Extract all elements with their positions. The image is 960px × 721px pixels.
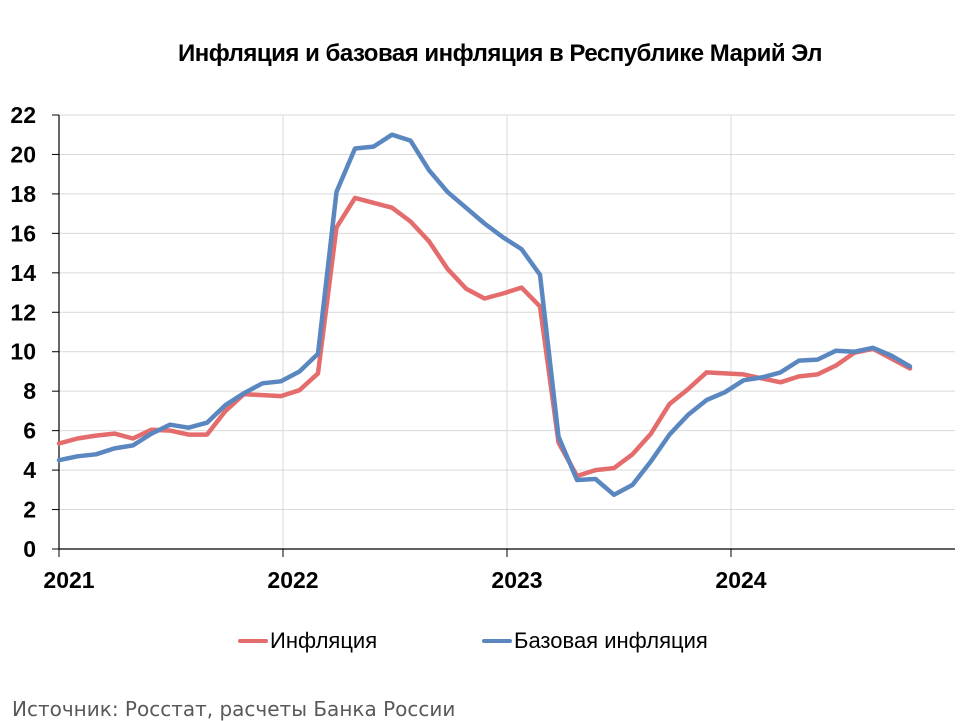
y-tick-label: 8 xyxy=(23,378,36,404)
y-axis-ticks: 0 2 4 6 8 10 12 14 16 18 20 22 xyxy=(10,102,36,562)
y-tick-label: 0 xyxy=(23,536,36,562)
x-tick-label: 2021 xyxy=(43,567,94,593)
y-tick-label: 6 xyxy=(23,418,36,444)
legend-label-inflation: Инфляция xyxy=(270,628,378,653)
source-note: Источник: Росстат, расчеты Банка России xyxy=(12,697,456,721)
y-tick-label: 10 xyxy=(10,339,36,365)
y-tick-label: 20 xyxy=(10,141,36,167)
inflation-line xyxy=(56,195,913,479)
chart-title: Инфляция и базовая инфляция в Республике… xyxy=(178,40,823,67)
legend-swatch-core-inflation xyxy=(482,639,512,643)
legend: Инфляция Базовая инфляция xyxy=(0,628,960,658)
y-tick-label: 12 xyxy=(10,299,36,325)
x-tick-label: 2024 xyxy=(715,567,766,593)
y-tick-label: 16 xyxy=(10,220,36,246)
y-tick-label: 4 xyxy=(23,457,36,483)
x-axis-ticks: 2021 2022 2023 2024 xyxy=(43,567,766,593)
legend-swatch-inflation xyxy=(238,639,268,643)
x-tick-label: 2022 xyxy=(267,567,318,593)
data-series xyxy=(56,132,913,498)
y-tick-label: 18 xyxy=(10,181,36,207)
y-tick-label: 14 xyxy=(10,260,36,286)
axes xyxy=(52,114,955,557)
legend-item-inflation: Инфляция xyxy=(238,628,377,654)
y-tick-label: 2 xyxy=(23,497,36,523)
y-tick-label: 22 xyxy=(10,102,36,128)
legend-label-core-inflation: Базовая инфляция xyxy=(514,628,708,653)
grid-lines xyxy=(59,114,955,549)
core-inflation-line xyxy=(56,132,913,498)
legend-item-core-inflation: Базовая инфляция xyxy=(482,628,708,654)
x-tick-label: 2023 xyxy=(491,567,542,593)
